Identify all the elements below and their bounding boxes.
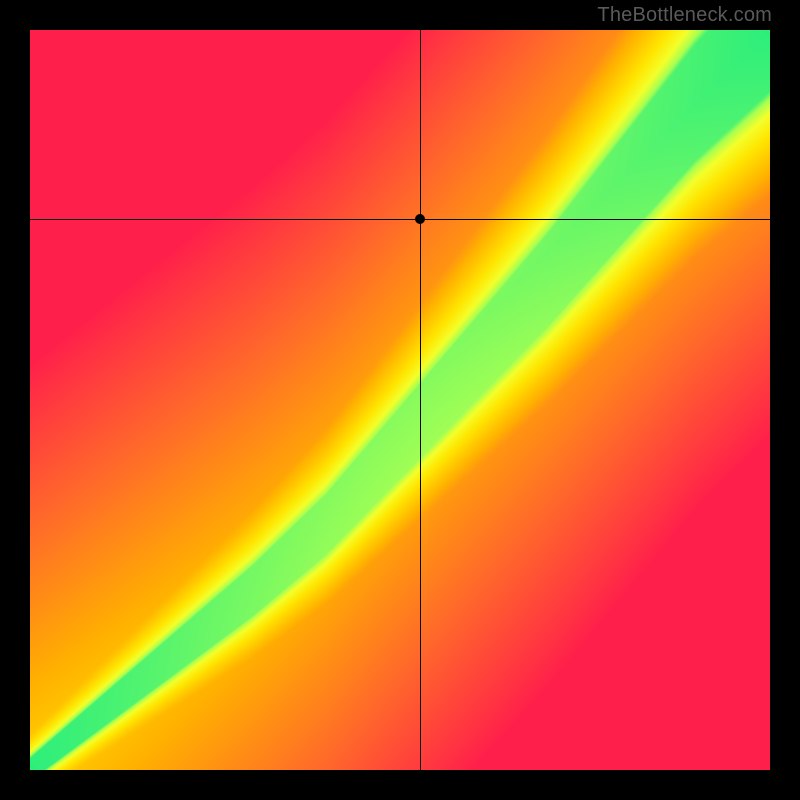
watermark-text: TheBottleneck.com bbox=[597, 4, 772, 27]
crosshair-horizontal bbox=[30, 219, 770, 220]
marker-point bbox=[415, 214, 425, 224]
heatmap-canvas bbox=[30, 30, 770, 770]
crosshair-vertical bbox=[420, 30, 421, 770]
heatmap-plot bbox=[30, 30, 770, 770]
